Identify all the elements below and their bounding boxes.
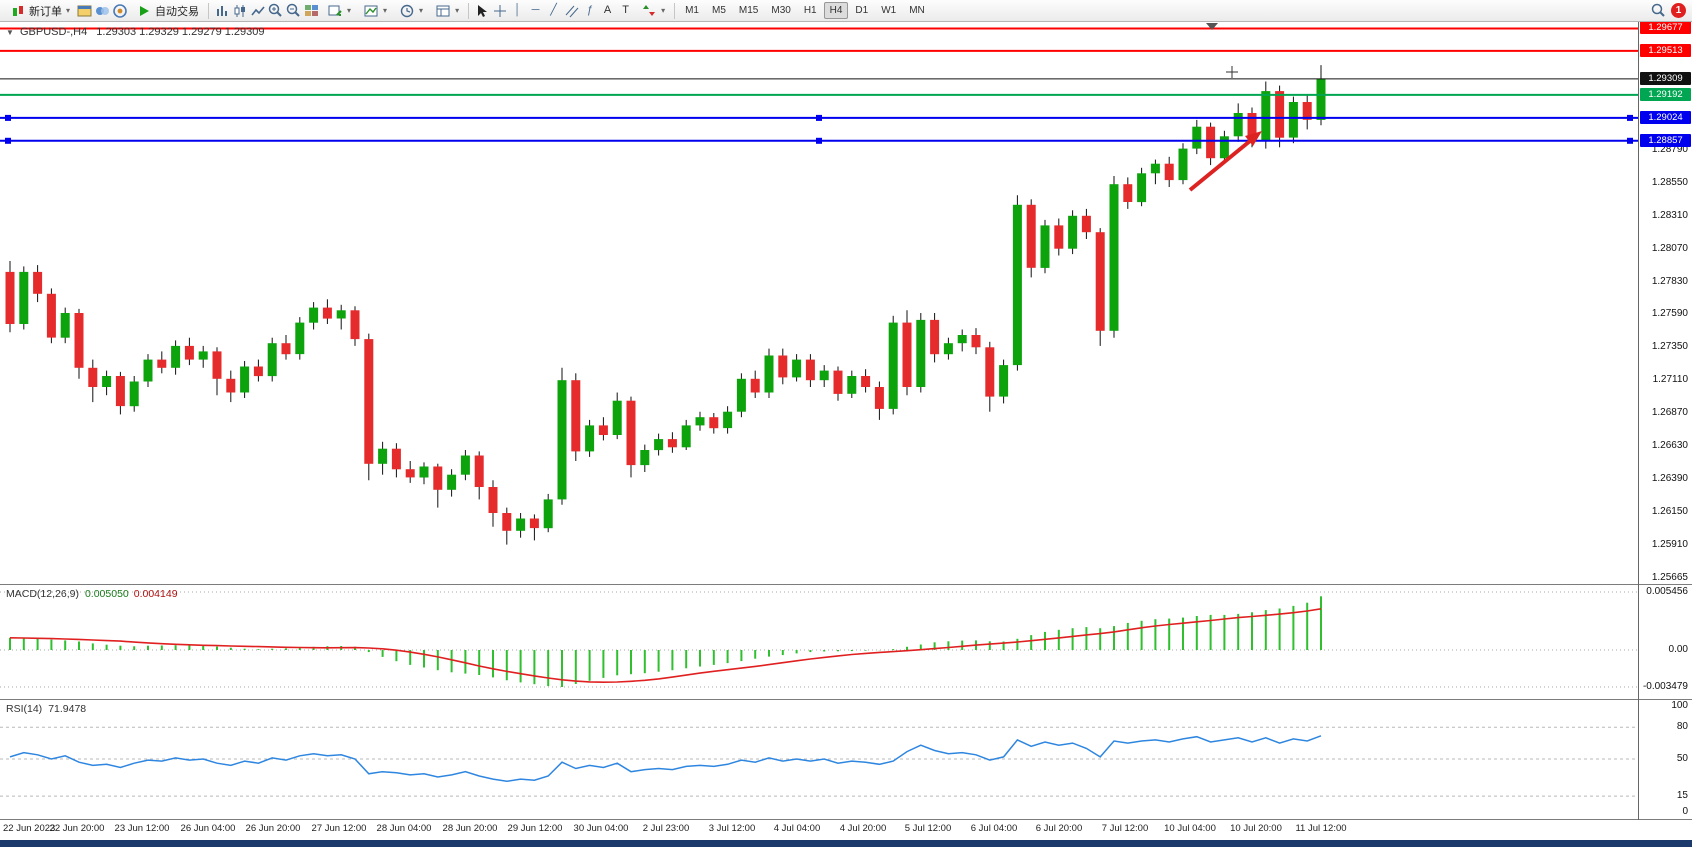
timeframe-MN[interactable]: MN: [909, 5, 925, 16]
symbol-collapse-icon[interactable]: ▼: [6, 28, 14, 37]
time-axis-label: 6 Jul 04:00: [970, 823, 1018, 834]
timeframe-W1[interactable]: W1: [881, 5, 897, 16]
timeframe-H1[interactable]: H1: [803, 5, 817, 16]
line-chart-icon[interactable]: [249, 2, 266, 19]
time-axis-label: 4 Jul 04:00: [773, 823, 821, 834]
time-axis-label: 6 Jul 20:00: [1035, 823, 1083, 834]
candlestick-icon[interactable]: [231, 2, 248, 19]
trendline-icon[interactable]: ╱: [550, 4, 557, 16]
time-axis-label: 26 Jun 04:00: [180, 823, 236, 834]
candlestick-chart[interactable]: [0, 22, 1638, 585]
chevron-down-icon: ▾: [347, 6, 352, 15]
time-axis[interactable]: 22 Jun 2023 22 Jun 20:00 23 Jun 12:00 26 Ju…: [0, 820, 1692, 840]
symbol-label: ▼ GBPUSD-,H4 1.29303 1.29329 1.29279 1.2…: [6, 26, 265, 38]
cursor-icon[interactable]: [473, 2, 490, 19]
time-axis-label: 5 Jul 12:00: [904, 823, 952, 834]
terminal-icon[interactable]: [112, 2, 129, 19]
time-axis-label: 28 Jun 20:00: [442, 823, 498, 834]
tile-windows-icon[interactable]: [303, 2, 320, 19]
chevron-down-icon: ▾: [383, 6, 388, 15]
chevron-down-icon: ▾: [419, 6, 424, 15]
templates-button[interactable]: ▾: [429, 1, 464, 20]
chevron-down-icon: ▾: [455, 6, 460, 15]
time-axis-label: 26 Jun 20:00: [245, 823, 301, 834]
panel-separator[interactable]: [0, 699, 1692, 700]
time-axis-label: 28 Jun 04:00: [376, 823, 432, 834]
time-axis-label: 11 Jul 12:00: [1295, 823, 1347, 834]
notification-badge[interactable]: 1: [1671, 3, 1686, 18]
panel-separator[interactable]: [0, 584, 1692, 585]
fibonacci-icon[interactable]: ƒ: [586, 4, 593, 16]
horizontal-line-icon[interactable]: ─: [531, 4, 540, 16]
chevron-down-icon: ▾: [661, 6, 666, 15]
navigator-icon[interactable]: [94, 2, 111, 19]
time-axis-label: 27 Jun 12:00: [311, 823, 367, 834]
rsi-label: RSI(14) 71.9478: [6, 703, 87, 715]
time-axis-label: 10 Jul 04:00: [1164, 823, 1216, 834]
timeframe-M30[interactable]: M30: [771, 5, 791, 16]
macd-chart[interactable]: [0, 585, 1638, 700]
rsi-value: 71.9478: [48, 703, 87, 715]
time-axis-label: 22 Jun 20:00: [49, 823, 105, 834]
rsi-panel[interactable]: RSI(14) 71.9478: [0, 700, 1692, 820]
rsi-chart[interactable]: [0, 700, 1638, 820]
timeframe-M1[interactable]: M1: [685, 5, 699, 16]
macd-panel[interactable]: MACD(12,26,9) 0.005050 0.004149: [0, 585, 1692, 700]
toolbar-separator: [208, 2, 210, 19]
macd-main-value: 0.005050: [84, 588, 129, 600]
main-chart-panel[interactable]: ▼ GBPUSD-,H4 1.29303 1.29329 1.29279 1.2…: [0, 22, 1692, 585]
time-axis-label: 10 Jul 20:00: [1230, 823, 1282, 834]
indicators-button[interactable]: ▾: [357, 1, 392, 20]
text-label-icon[interactable]: T: [622, 4, 629, 16]
timeframe-group: M1 M5 M15 M30 H1 H4 D1 W1 MN: [679, 2, 931, 19]
arrows-button[interactable]: ▾: [635, 1, 670, 20]
price-axis-border: [1638, 22, 1639, 820]
time-axis-label: 2 Jul 23:00: [642, 823, 690, 834]
zoom-in-icon[interactable]: [267, 2, 284, 19]
time-axis-label: 7 Jul 12:00: [1101, 823, 1149, 834]
time-axis-label: 22 Jun 2023: [3, 823, 56, 834]
search-icon[interactable]: [1650, 2, 1667, 19]
zoom-out-icon[interactable]: [285, 2, 302, 19]
auto-trading-label: 自动交易: [155, 5, 200, 18]
templates-icon: [434, 2, 451, 19]
auto-trading-icon: [135, 2, 152, 19]
time-axis-label: 30 Jun 04:00: [573, 823, 629, 834]
timeframe-H4[interactable]: H4: [823, 2, 849, 19]
time-axis-label: 29 Jun 12:00: [507, 823, 563, 834]
indicators-icon: [362, 2, 379, 19]
time-axis-label: 23 Jun 12:00: [114, 823, 170, 834]
panel-separator: [0, 819, 1692, 820]
market-watch-icon[interactable]: [76, 2, 93, 19]
toolbar-separator: [674, 2, 676, 19]
symbol-ohlc: 1.29303 1.29329 1.29279 1.29309: [96, 26, 265, 38]
horizontal-scrollbar[interactable]: [0, 840, 1692, 847]
vertical-line-icon[interactable]: │: [514, 4, 522, 16]
new-chart-button[interactable]: ▾: [321, 1, 356, 20]
chevron-down-icon: ▾: [66, 6, 71, 15]
text-icon[interactable]: A: [603, 4, 612, 16]
timeframe-D1[interactable]: D1: [855, 5, 869, 16]
symbol-title: GBPUSD-,H4: [19, 26, 88, 38]
bar-chart-icon[interactable]: [213, 2, 230, 19]
new-order-icon: [9, 2, 26, 19]
new-chart-icon: [326, 2, 343, 19]
new-order-label: 新订单: [29, 5, 62, 18]
timeframe-M5[interactable]: M5: [712, 5, 726, 16]
macd-label: MACD(12,26,9) 0.005050 0.004149: [6, 588, 178, 600]
new-order-button[interactable]: 新订单 ▾: [4, 1, 75, 20]
main-toolbar: 新订单 ▾ 自动交易 ▾ ▾: [0, 0, 1692, 22]
auto-trading-button[interactable]: 自动交易: [130, 1, 204, 20]
time-axis-label: 4 Jul 20:00: [839, 823, 887, 834]
crosshair-icon[interactable]: [491, 2, 508, 19]
macd-signal-value: 0.004149: [133, 588, 178, 600]
timeframe-M15[interactable]: M15: [738, 5, 759, 16]
clock-icon: [398, 2, 415, 19]
arrows-icon: [640, 2, 657, 19]
periods-button[interactable]: ▾: [393, 1, 428, 20]
time-axis-label: 3 Jul 12:00: [708, 823, 756, 834]
channel-icon[interactable]: [563, 2, 580, 19]
toolbar-separator: [468, 2, 470, 19]
